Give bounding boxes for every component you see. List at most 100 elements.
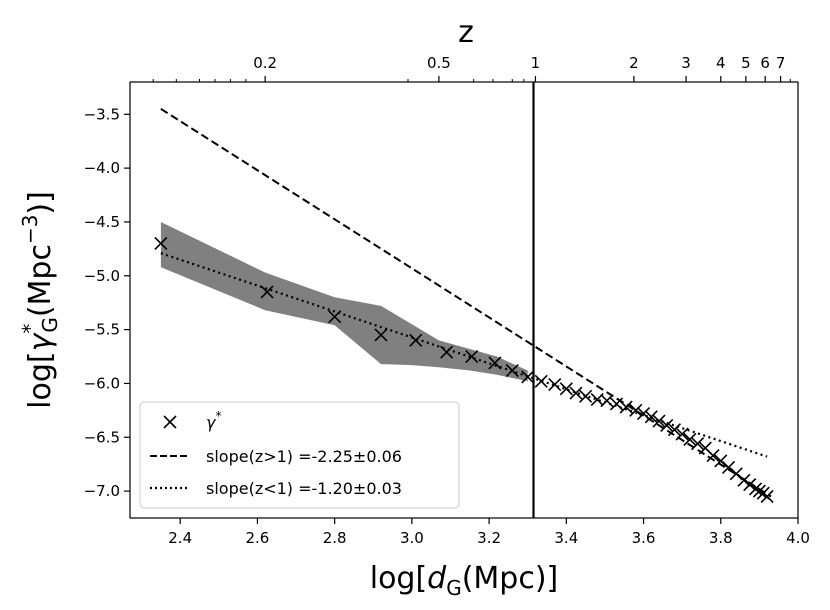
data-point-marker bbox=[748, 482, 763, 496]
marker-stroke bbox=[748, 482, 763, 496]
top-tick-label: 1 bbox=[531, 54, 541, 72]
marker-stroke bbox=[154, 236, 168, 251]
data-point-marker bbox=[743, 478, 757, 492]
marker-stroke bbox=[737, 473, 751, 487]
marker-stroke bbox=[652, 414, 666, 428]
data-point-marker bbox=[660, 418, 674, 432]
data-point-marker bbox=[706, 448, 720, 463]
markers-layer bbox=[154, 236, 774, 504]
data-point-marker bbox=[465, 349, 479, 364]
marker-stroke bbox=[488, 356, 502, 370]
legend-label-slope-high-z: slope(z>1) =-2.25±0.06 bbox=[206, 447, 402, 466]
marker-stroke bbox=[260, 285, 274, 299]
data-point-marker bbox=[737, 473, 751, 487]
y-tick-label: −3.5 bbox=[84, 105, 120, 123]
marker-stroke bbox=[328, 310, 342, 324]
data-point-marker bbox=[760, 489, 774, 504]
top-tick-label: 5 bbox=[741, 54, 751, 72]
x-tick-label: 3.2 bbox=[477, 529, 501, 547]
slope-high-z-line bbox=[160, 108, 772, 498]
marker-stroke bbox=[667, 423, 682, 437]
y-tick-label: −4.0 bbox=[84, 159, 120, 177]
data-point-marker bbox=[683, 432, 697, 446]
top-tick-label: 2 bbox=[629, 54, 639, 72]
marker-stroke bbox=[505, 363, 519, 378]
marker-stroke bbox=[729, 467, 743, 481]
marker-stroke bbox=[559, 382, 573, 396]
marker-stroke bbox=[609, 397, 624, 411]
y-tick-label: −7.0 bbox=[84, 482, 120, 500]
data-point-marker bbox=[579, 389, 593, 403]
top-tick-label: 6 bbox=[760, 54, 770, 72]
lines-layer bbox=[160, 82, 772, 518]
marker-stroke bbox=[660, 418, 674, 432]
data-point-marker bbox=[721, 460, 736, 474]
data-point-marker bbox=[629, 403, 643, 417]
marker-stroke bbox=[760, 489, 774, 504]
top-tick-label: 3 bbox=[681, 54, 691, 72]
marker-stroke bbox=[629, 403, 643, 417]
legend-label-gamma: γ* bbox=[206, 409, 221, 432]
data-point-marker bbox=[609, 397, 624, 411]
y-axis-title: log[γ*G(Mpc−3)] bbox=[18, 191, 62, 409]
top-tick-label: 4 bbox=[716, 54, 726, 72]
marker-stroke bbox=[440, 345, 454, 359]
top-tick-label: 0.2 bbox=[253, 54, 277, 72]
data-point-marker bbox=[691, 437, 705, 451]
x-tick-label: 2.4 bbox=[168, 529, 192, 547]
y-tick-label: −6.5 bbox=[84, 428, 120, 446]
top-tick-label: 0.5 bbox=[427, 54, 451, 72]
marker-stroke bbox=[534, 374, 548, 388]
data-point-marker bbox=[488, 356, 502, 370]
data-point-marker bbox=[569, 386, 583, 400]
marker-stroke bbox=[521, 370, 535, 384]
data-point-marker bbox=[548, 377, 562, 392]
legend-label-slope-low-z: slope(z<1) =-1.20±0.03 bbox=[206, 479, 402, 498]
plot-frame bbox=[129, 81, 799, 519]
legend: γ* slope(z>1) =-2.25±0.06 slope(z<1) =-1… bbox=[139, 401, 460, 509]
x-tick-label: 2.8 bbox=[323, 529, 347, 547]
x-tick-label: 3.0 bbox=[400, 529, 424, 547]
x-axis-ticks: 2.4 2.6 2.8 3.0 3.2 3.4 3.6 3.8 4.0 bbox=[168, 518, 810, 547]
marker-stroke bbox=[569, 386, 583, 400]
data-point-marker bbox=[374, 328, 388, 342]
marker-stroke bbox=[683, 432, 697, 446]
data-point-marker bbox=[534, 374, 548, 388]
x-tick-label: 2.6 bbox=[245, 529, 269, 547]
data-point-marker bbox=[619, 400, 633, 414]
data-point-marker bbox=[521, 370, 535, 384]
top-axis-title: z bbox=[458, 15, 474, 50]
marker-stroke bbox=[409, 333, 423, 347]
data-point-marker bbox=[667, 423, 682, 437]
x-tick-label: 3.4 bbox=[554, 529, 578, 547]
data-point-marker bbox=[600, 394, 614, 408]
data-point-marker bbox=[644, 410, 658, 424]
legend-box bbox=[139, 401, 460, 509]
marker-stroke bbox=[619, 400, 633, 414]
top-tick-label: 7 bbox=[776, 54, 786, 72]
top-axis-ticks: 0.2 0.5 1 2 3 4 5 6 7 bbox=[152, 54, 791, 82]
y-tick-label: −6.0 bbox=[84, 374, 120, 392]
marker-stroke bbox=[698, 441, 712, 455]
confidence-band bbox=[160, 222, 528, 382]
data-point-marker bbox=[652, 414, 666, 428]
x-axis-title: log[dG(Mpc)] bbox=[370, 561, 559, 600]
marker-stroke bbox=[721, 460, 736, 474]
marker-stroke bbox=[752, 484, 766, 498]
legend-marker-x bbox=[163, 415, 177, 429]
marker-stroke bbox=[636, 407, 651, 421]
marker-stroke bbox=[579, 389, 593, 403]
data-point-marker bbox=[559, 382, 573, 396]
y-tick-label: −4.5 bbox=[84, 213, 120, 231]
marker-stroke bbox=[675, 427, 689, 441]
data-point-marker bbox=[752, 484, 766, 498]
data-point-marker bbox=[328, 310, 342, 324]
slope-low-z-line bbox=[160, 252, 768, 458]
x-tick-label: 4.0 bbox=[786, 529, 810, 547]
marker-stroke bbox=[465, 349, 479, 364]
data-point-marker bbox=[714, 454, 728, 468]
y-tick-label: −5.0 bbox=[84, 267, 120, 285]
marker-stroke bbox=[743, 478, 757, 492]
marker-stroke bbox=[706, 448, 720, 463]
